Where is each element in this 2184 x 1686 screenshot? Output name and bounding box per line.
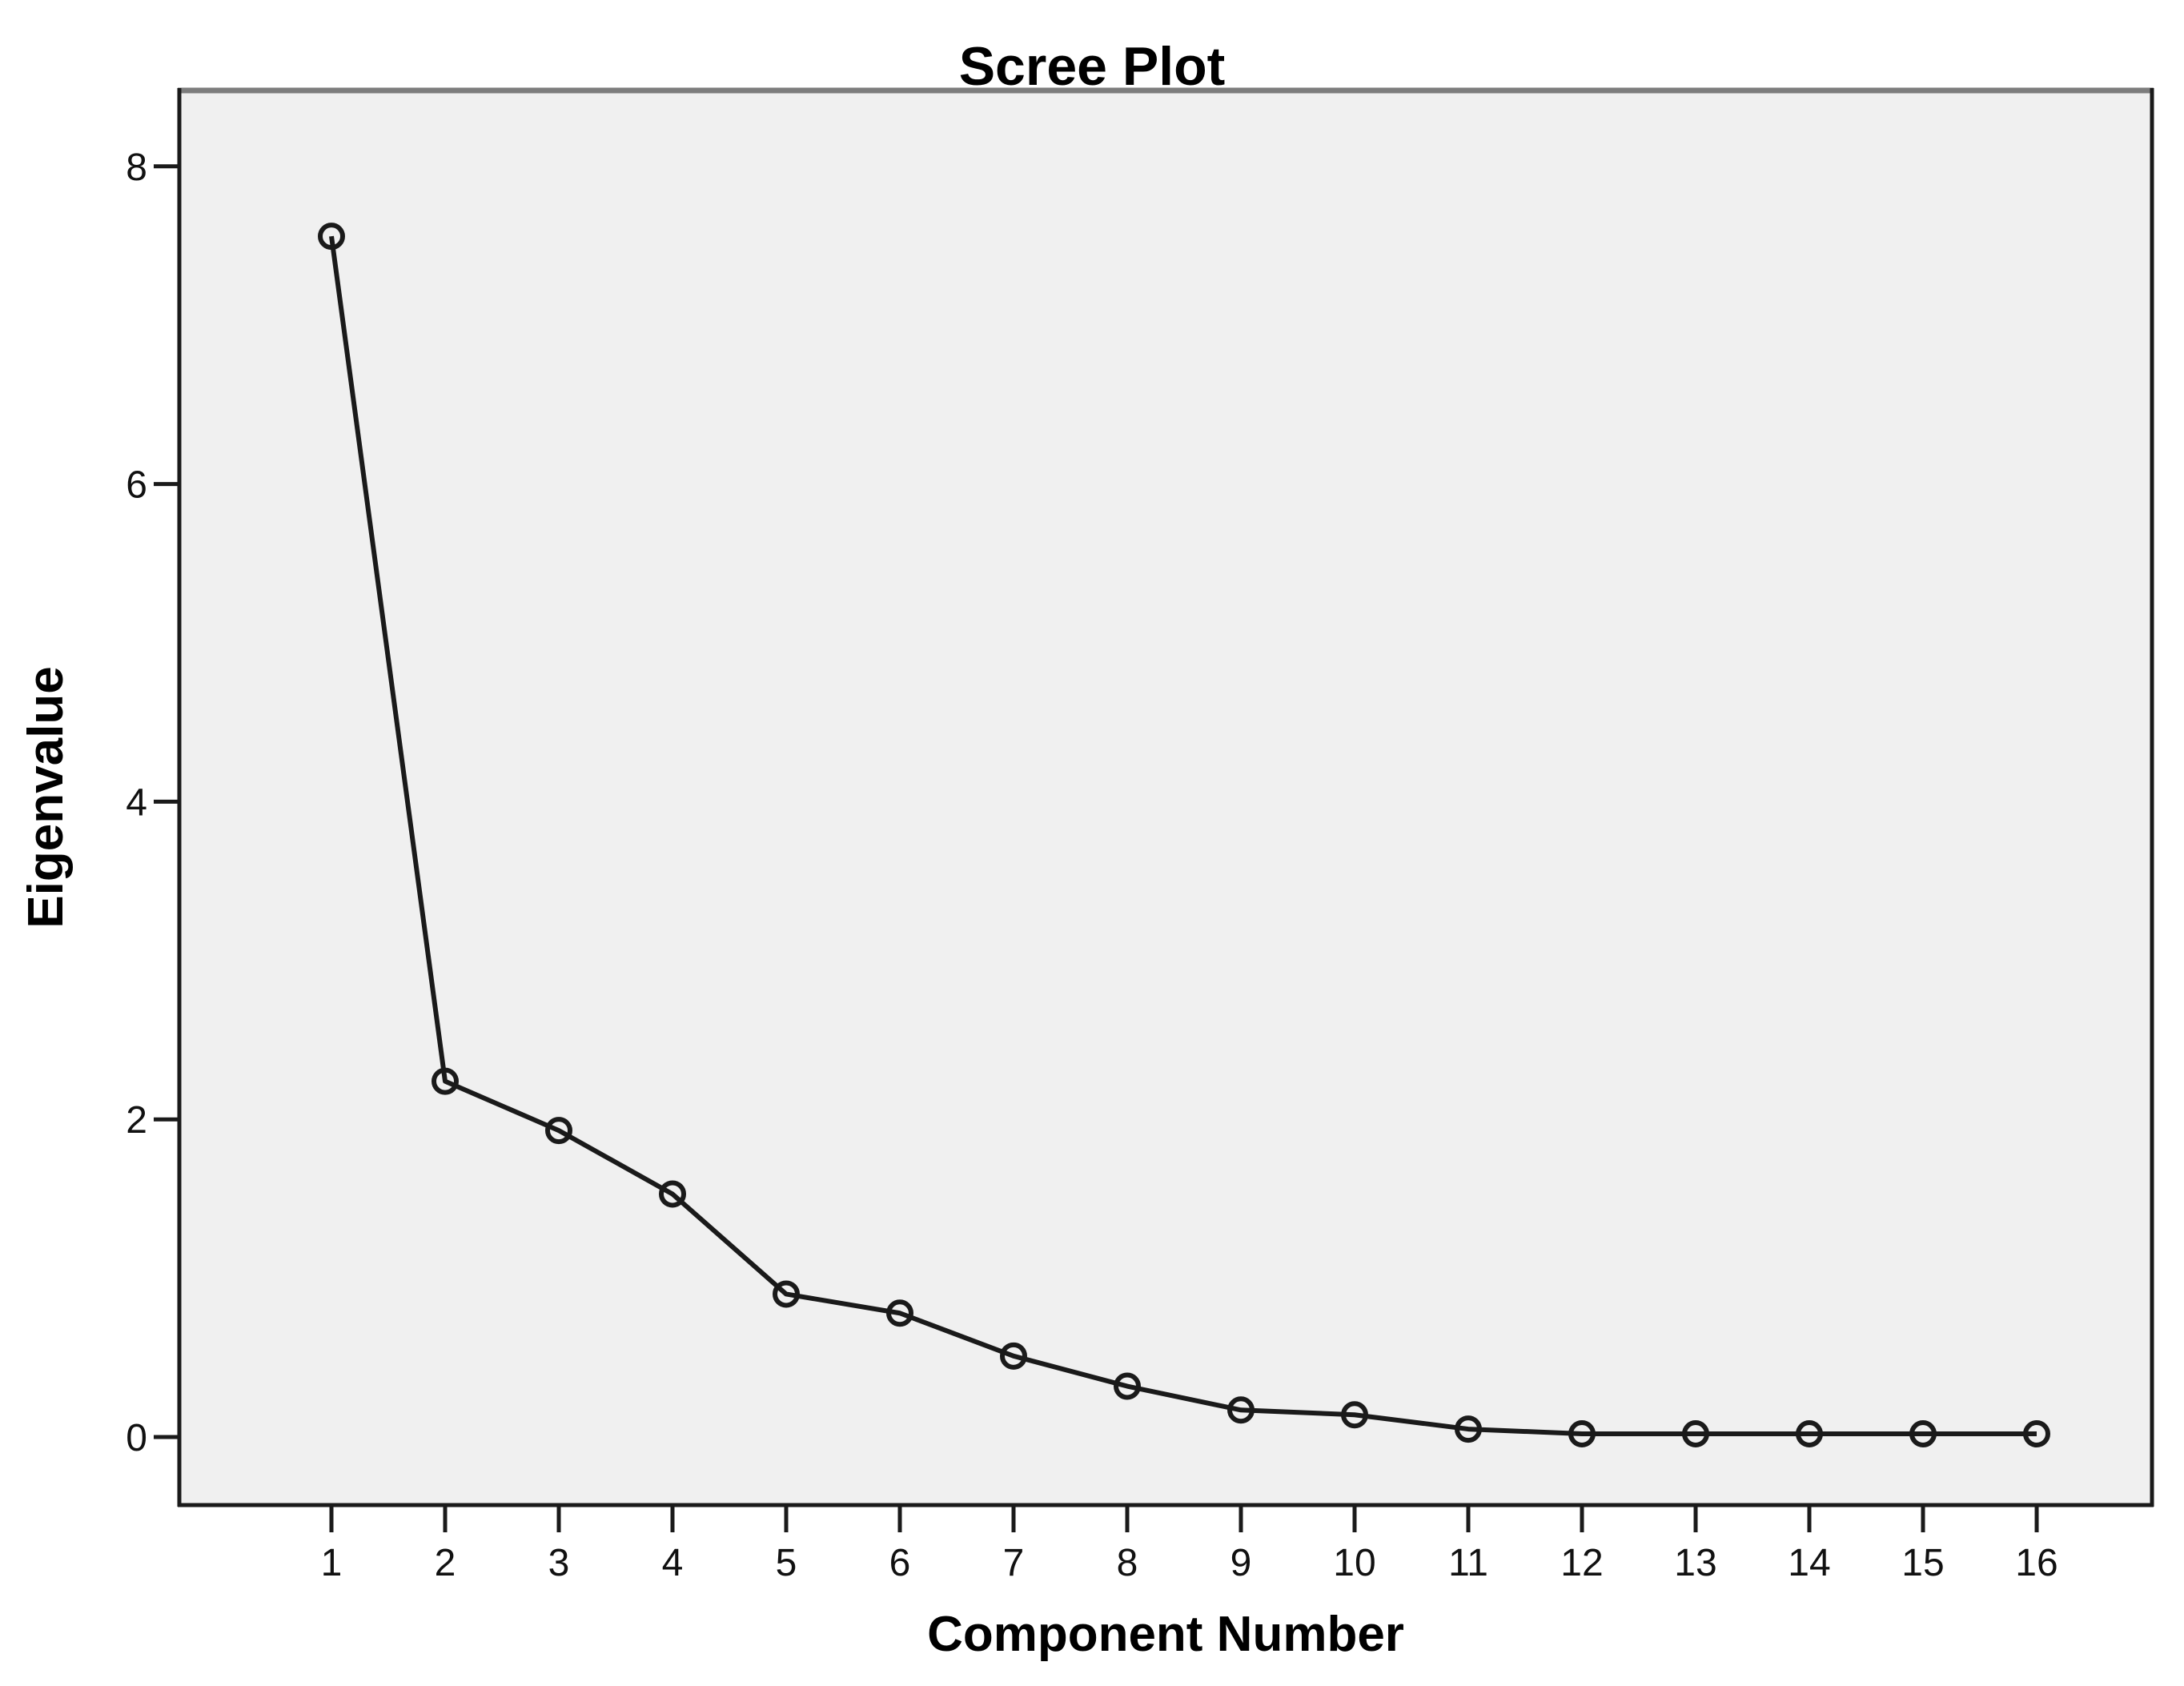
x-tick-label: 10 (1333, 1542, 1375, 1584)
y-tick-label: 8 (126, 147, 147, 189)
x-tick-label: 16 (2015, 1542, 2058, 1584)
x-tick-label: 7 (1003, 1542, 1025, 1584)
data-point-2 (432, 1067, 459, 1095)
data-point-16 (2023, 1420, 2050, 1448)
data-point-9 (1227, 1396, 1255, 1424)
data-point-10 (1341, 1401, 1368, 1429)
y-tick-label: 0 (126, 1417, 147, 1459)
x-tick-label: 1 (321, 1542, 343, 1584)
data-point-8 (1114, 1372, 1141, 1400)
x-axis-label: Component Number (927, 1607, 1404, 1662)
x-tick-label: 15 (1901, 1542, 1944, 1584)
x-tick-label: 3 (548, 1542, 570, 1584)
x-tick-label: 6 (889, 1542, 911, 1584)
x-tick-label: 11 (1448, 1542, 1488, 1584)
x-tick-label: 9 (1231, 1542, 1252, 1584)
data-point-3 (545, 1117, 572, 1145)
x-tick-label: 4 (662, 1542, 684, 1584)
plot-panel (178, 88, 2154, 1507)
data-point-6 (886, 1299, 913, 1327)
data-point-14 (1796, 1420, 1823, 1448)
y-tick-label: 4 (126, 781, 147, 824)
data-series-line (329, 235, 2037, 1437)
data-point-11 (1455, 1415, 1482, 1443)
x-tick-label: 14 (1788, 1542, 1830, 1584)
y-axis-label: Eigenvalue (18, 666, 74, 928)
data-point-12 (1568, 1420, 1596, 1448)
data-point-7 (1000, 1342, 1027, 1370)
data-point-13 (1682, 1420, 1709, 1448)
x-tick-label: 12 (1560, 1542, 1603, 1584)
data-point-15 (1909, 1420, 1937, 1448)
x-tick-label: 8 (1117, 1542, 1138, 1584)
chart-title: Scree Plot (959, 36, 1226, 97)
x-tick-label: 13 (1674, 1542, 1716, 1584)
x-tick-label: 5 (776, 1542, 797, 1584)
data-point-5 (773, 1280, 800, 1308)
y-tick-label: 6 (126, 464, 147, 507)
data-point-4 (659, 1180, 686, 1208)
y-tick-label: 2 (126, 1099, 147, 1142)
x-tick-label: 2 (435, 1542, 456, 1584)
data-point-1 (318, 223, 345, 251)
